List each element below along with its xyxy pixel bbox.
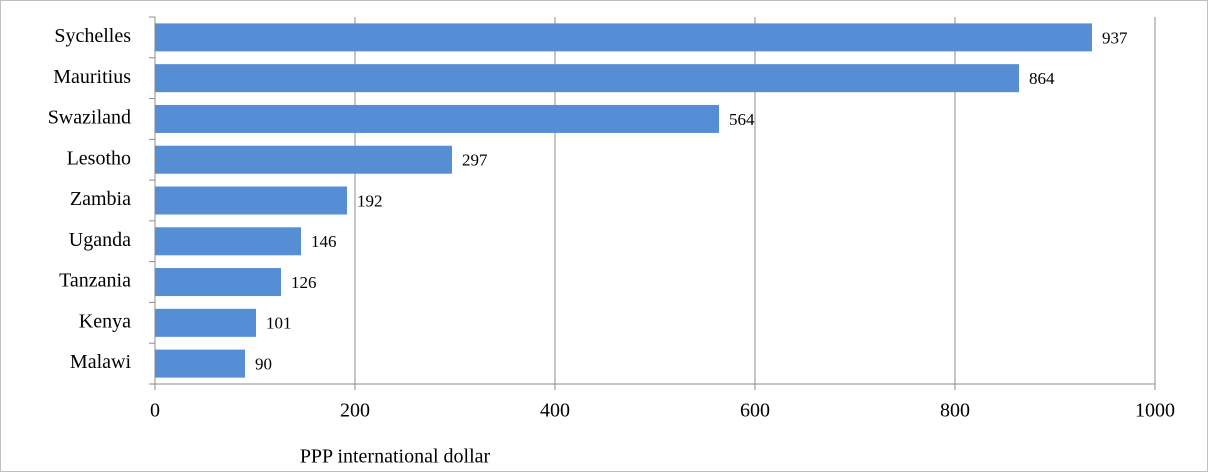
data-label: 937 [1102,28,1128,47]
y-tick-label: Swaziland [48,107,131,129]
bar [155,23,1092,52]
data-label: 146 [311,232,337,251]
data-label: 101 [266,314,292,333]
y-tick-label: Sychelles [54,25,131,47]
bar [155,64,1019,93]
y-tick-label: Zambia [70,188,131,210]
x-tick-label: 600 [740,400,770,422]
y-tick-label: Malawi [70,351,132,373]
x-tick-label: 800 [940,400,970,422]
x-axis-label: PPP international dollar [300,446,491,468]
bar [155,145,452,174]
data-label: 126 [291,273,317,292]
x-tick-label: 1000 [1135,400,1175,422]
y-tick-label: Mauritius [53,66,131,88]
data-label: 192 [357,191,383,210]
x-tick-label: 0 [150,400,160,422]
data-label: 90 [255,355,272,374]
bar [155,104,719,133]
data-label: 297 [462,151,488,170]
bar [155,349,245,378]
data-label: 864 [1029,69,1055,88]
y-tick-label: Kenya [79,310,131,332]
y-tick-label: Tanzania [59,270,131,292]
data-label: 564 [729,110,755,129]
y-tick-label: Lesotho [67,147,131,169]
bar [155,268,281,297]
x-tick-label: 400 [540,400,570,422]
bar [155,186,347,215]
y-tick-label: Uganda [69,229,131,251]
bar [155,227,301,256]
bar [155,308,256,337]
x-tick-label: 200 [340,400,370,422]
